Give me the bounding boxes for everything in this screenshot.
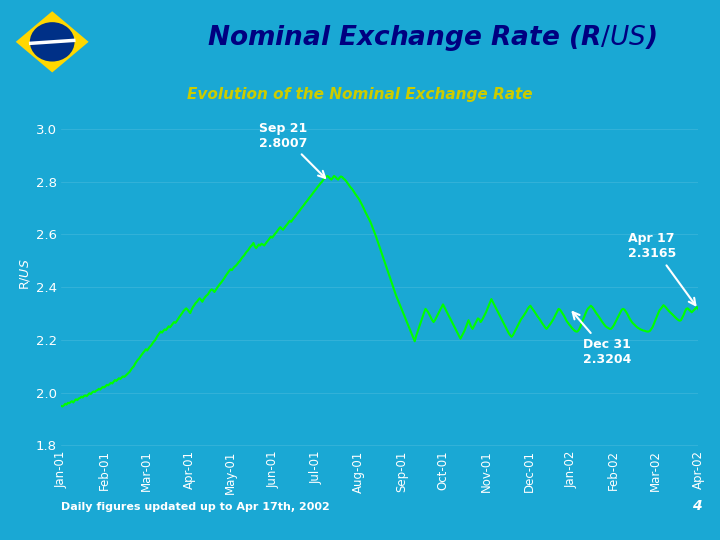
Text: Sep 21
2.8007: Sep 21 2.8007: [258, 122, 325, 178]
Circle shape: [30, 22, 75, 62]
Text: Daily figures updated up to Apr 17th, 2002: Daily figures updated up to Apr 17th, 20…: [61, 502, 330, 512]
Text: Nominal Exchange Rate (R$/US$): Nominal Exchange Rate (R$/US$): [207, 23, 657, 53]
Text: 4: 4: [693, 500, 702, 514]
Text: Apr 17
2.3165: Apr 17 2.3165: [629, 232, 696, 305]
Polygon shape: [16, 11, 89, 72]
Text: Evolution of the Nominal Exchange Rate: Evolution of the Nominal Exchange Rate: [187, 87, 533, 102]
Text: Dec 31
2.3204: Dec 31 2.3204: [572, 312, 631, 366]
Y-axis label: R$/US$: R$/US$: [18, 258, 32, 290]
